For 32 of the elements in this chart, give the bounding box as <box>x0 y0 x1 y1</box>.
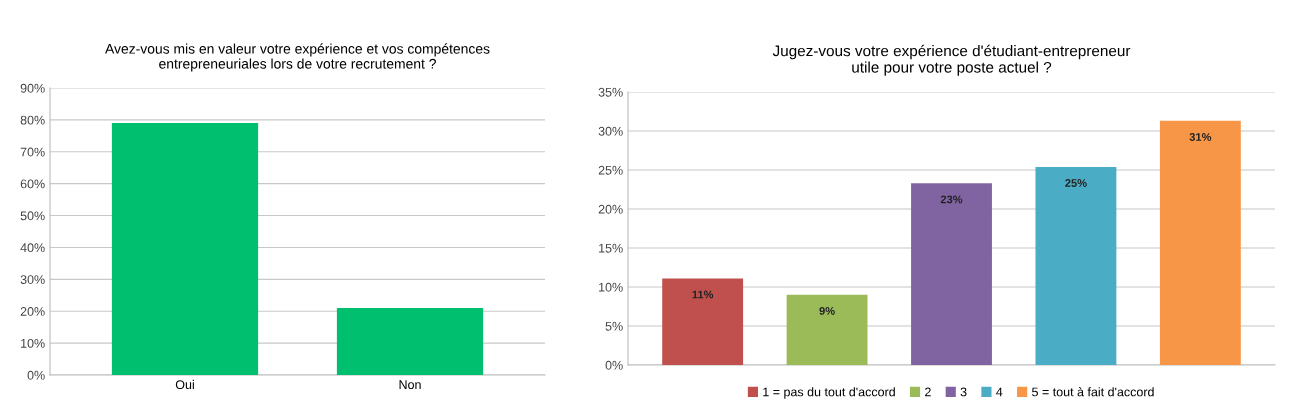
data-label: 25% <box>1065 179 1087 187</box>
y-tick-label: 5% <box>605 321 623 331</box>
data-label: 9% <box>819 306 835 315</box>
y-tick-label: 20% <box>598 204 623 214</box>
data-label: 31% <box>1189 133 1212 141</box>
y-tick-label: 70% <box>20 147 45 157</box>
y-tick-label: 90% <box>20 83 45 93</box>
y-tick-label: 10% <box>599 282 623 292</box>
y-tick-label: 50% <box>20 211 45 221</box>
y-tick-label: 35% <box>598 87 623 97</box>
chart-title: Avez-vous mis en valeur votre expérience et vos compétences entrepreneuriales lors de votre recrutement ? <box>105 43 490 72</box>
legend-label: 4 <box>996 387 1003 397</box>
y-tick-label: 80% <box>20 115 45 125</box>
y-tick-label: 30% <box>20 275 45 284</box>
legend-label: 3 <box>960 387 967 397</box>
x-tick-label: Non <box>399 380 421 390</box>
y-tick-label: 60% <box>20 179 45 189</box>
y-tick-label: 10% <box>21 338 45 348</box>
legend-label: 2 <box>925 387 931 397</box>
chart-title: Jugez-vous votre expérience d'étudiant-entrepreneur utile pour votre poste actuel ? <box>772 44 1131 76</box>
legend-label: 1 = pas du tout d'accord <box>763 387 895 399</box>
y-tick-label: 20% <box>20 307 45 316</box>
y-tick-label: 15% <box>599 243 623 253</box>
y-tick-label: 0% <box>27 370 45 380</box>
y-tick-label: 40% <box>20 243 45 253</box>
data-label: 23% <box>940 195 963 204</box>
data-label: 11% <box>692 290 714 299</box>
y-tick-label: 0% <box>605 360 623 370</box>
x-tick-label: Oui <box>175 379 194 390</box>
y-tick-label: 25% <box>598 165 623 175</box>
y-tick-label: 30% <box>598 126 623 136</box>
legend-label: 5 = tout à fait d'accord <box>1032 387 1154 397</box>
